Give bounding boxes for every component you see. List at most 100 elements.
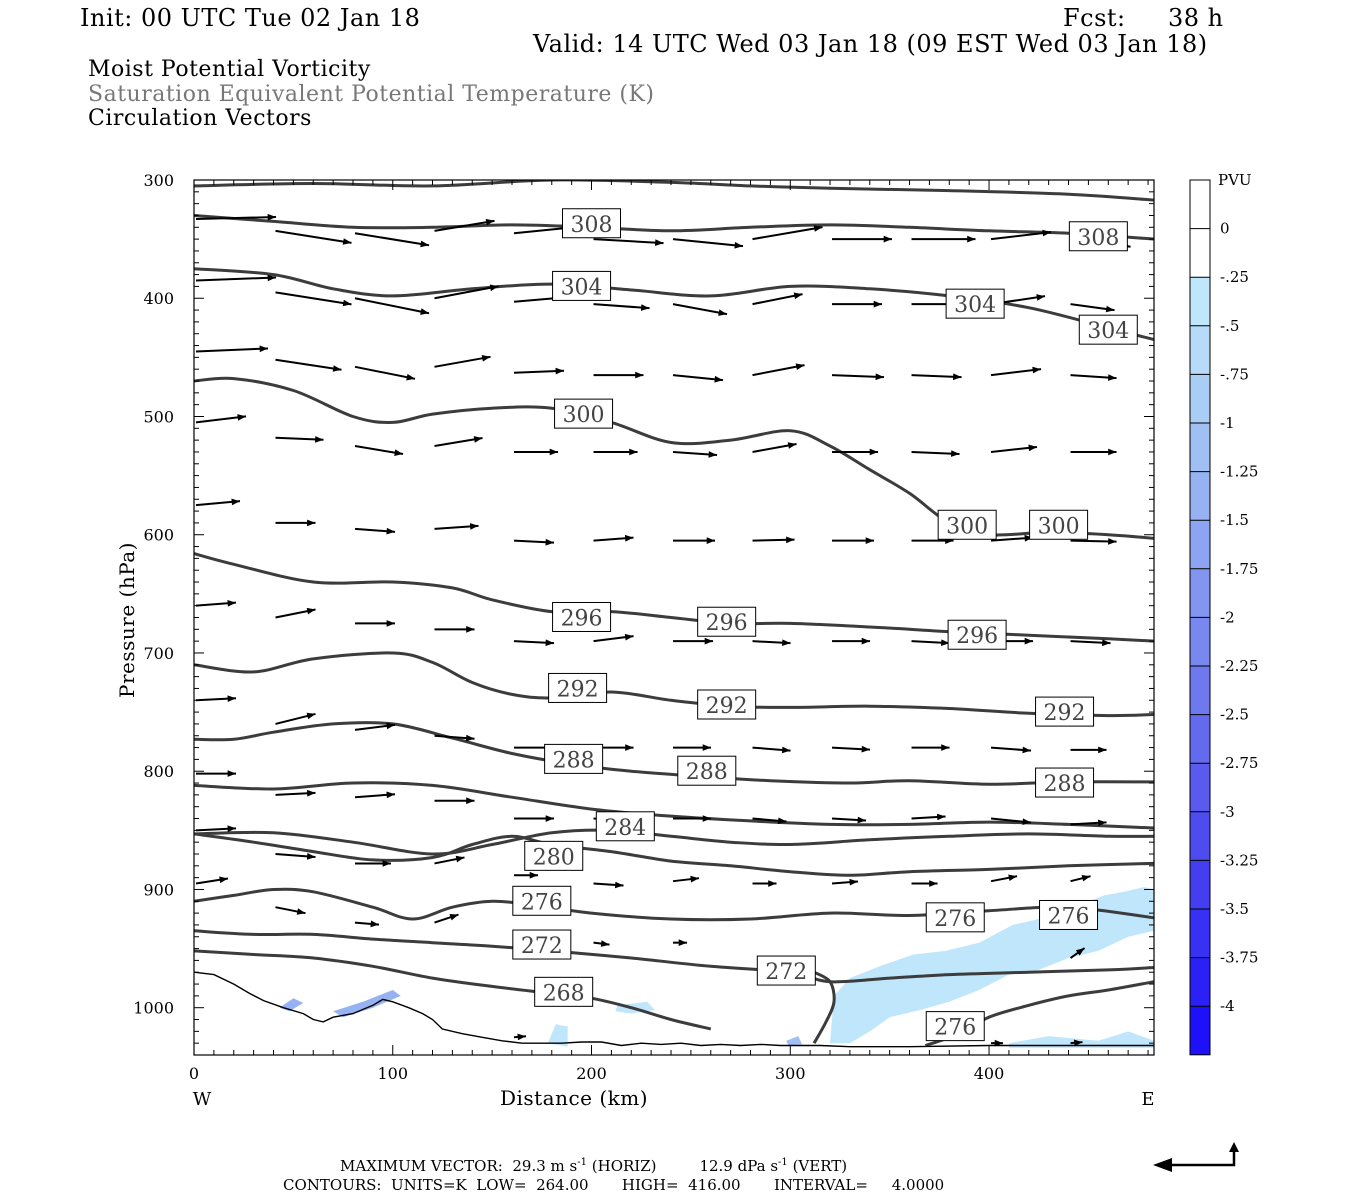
contours-info: CONTOURS: UNITS=K LOW= 264.00 HIGH= 416.… [283,1176,945,1194]
vector-shaft [672,374,724,382]
vector-head [227,825,236,833]
vector-head [967,235,976,243]
circulation-vector [1070,746,1107,754]
vector-shaft [990,368,1042,377]
vector-head [1022,746,1031,754]
contour-label-box [534,976,594,1007]
circulation-vector [514,871,539,879]
circulation-vector [672,450,718,458]
vector-head [690,875,699,883]
contour-label-text: 292 [706,694,748,719]
contour-label-box [524,840,584,871]
circulation-vector [434,284,499,300]
vector-shaft [434,285,499,300]
colorbar-label: -1 [1220,414,1235,432]
contour-label: 276 [512,885,572,916]
circulation-vector [354,232,430,248]
vector-head [306,607,316,615]
circulation-vector [752,292,803,306]
colorbar-swatch [1190,666,1210,715]
vector-head [394,449,403,456]
vector-shaft [434,355,491,368]
y-axis-title: Pressure (hPa) [115,542,139,698]
circulation-vector [752,536,795,544]
circulation-vector [1070,374,1117,381]
vector-shaft [752,226,823,241]
circulation-vector [1070,819,1107,827]
vector-head [342,238,352,245]
circulation-vector [672,875,700,883]
pv-region [333,990,401,1018]
vector-head [768,880,777,887]
x-axis-title: Distance (km) [500,1086,648,1110]
contour-label: 300 [937,509,997,540]
vector-head [485,218,495,226]
circulation-vector [911,639,950,646]
circulation-vector [434,797,475,805]
circulation-vector [275,607,316,619]
vector-head [1042,229,1051,237]
vector-head [259,345,268,353]
circulation-vector [1070,1039,1083,1047]
circulation-vector [593,881,624,889]
colorbar-swatch [1190,763,1210,812]
x-tick-label: 100 [377,1064,408,1083]
circulation-vector [275,519,316,527]
contour-label-box [595,811,655,842]
vector-head [929,880,938,887]
colorbar-label: -3.75 [1220,949,1258,967]
vector-shaft [354,365,416,380]
circulation-vector [275,229,352,245]
colorbar-swatch [1190,714,1210,764]
pv-region [547,1024,568,1047]
theta-es-contour [194,828,1154,856]
contour-label: 300 [554,398,614,429]
contour-label: 300 [1029,509,1089,540]
colorbar-label: -1.5 [1220,511,1249,529]
colorbar-label: -2.75 [1220,754,1258,772]
circulation-vector [990,874,1018,883]
contour-label: 276 [925,902,985,933]
contour-label: 288 [544,743,604,774]
colorbar-swatch [1190,471,1210,521]
vector-head [481,355,491,362]
vector-head [708,451,717,458]
contour-label-text: 276 [934,907,976,932]
vector-head [466,797,475,805]
y-tick-label: 600 [143,526,174,545]
circulation-vector [990,444,1038,453]
contour-label: 280 [524,840,584,871]
forecast-hour: 38 h [1168,4,1224,32]
vector-head [227,695,236,702]
vector-head [386,791,395,799]
vector-shaft [752,293,803,306]
circulation-vector [593,940,610,947]
valid-time: Valid: 14 UTC Wed 03 Jan 18 (09 EST Wed … [533,30,1208,58]
contour-label: 268 [534,976,594,1007]
terrain-profile [194,971,1154,1048]
contour-label: 288 [677,755,737,786]
circulation-vector [752,746,791,754]
y-tick-label: 500 [143,407,174,426]
circulation-vector [354,791,396,799]
vector-shaft [195,276,277,282]
circulation-vector [752,639,791,646]
vector-head [473,436,483,443]
circulation-vector [195,876,229,885]
colorbar-label: -3.5 [1220,900,1249,918]
circulation-vector [195,498,241,507]
vector-head [702,744,711,751]
vector-head [706,537,715,544]
vector-head [875,373,884,381]
max-vector-head-horiz [1153,1158,1172,1172]
vector-head [635,371,644,379]
vector-head [406,373,415,381]
contour-label: 292 [548,672,608,703]
circulation-vector [911,235,976,243]
circulation-vector [434,218,495,232]
vector-head [655,239,664,246]
contour-label-box [548,672,608,703]
vector-head [386,722,395,730]
x-tick-label: 200 [576,1064,607,1083]
contour-label: 284 [595,811,655,842]
